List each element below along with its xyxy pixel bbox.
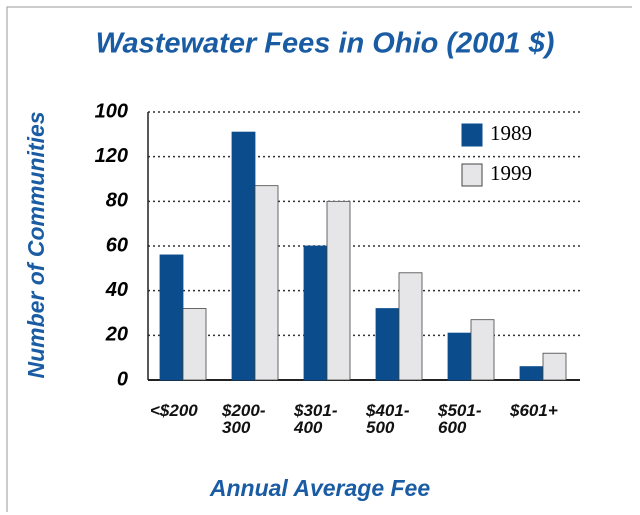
x-tick-label: $301- 400 [294, 401, 338, 437]
legend-swatch [461, 123, 483, 147]
y-tick-label: 80 [106, 190, 128, 212]
x-tick-label: $601+ [510, 401, 558, 420]
legend-label: 1999 [490, 161, 532, 185]
bar [182, 308, 207, 381]
bar [470, 319, 495, 381]
legend-swatch [461, 163, 483, 187]
bar [447, 332, 472, 381]
bar [375, 308, 400, 381]
x-tick-label: <$200 [150, 401, 198, 420]
bar [326, 200, 351, 381]
frame [6, 6, 632, 512]
bar [519, 366, 544, 381]
bar [231, 131, 256, 381]
x-tick-label: $401- 500 [366, 401, 410, 437]
legend-label: 1989 [490, 121, 532, 145]
bar [303, 245, 328, 381]
y-tick-label: 120 [95, 145, 128, 167]
chart-title: Wastewater Fees in Ohio (2001 $) [96, 28, 555, 60]
y-axis-label: Number of Communities [23, 111, 49, 378]
bar [254, 185, 279, 381]
x-tick-label: $501- 600 [438, 401, 482, 437]
x-axis-label: Annual Average Fee [209, 475, 430, 501]
bar [542, 352, 567, 381]
x-tick-label: $200- 300 [222, 401, 266, 437]
bar [398, 272, 423, 381]
y-tick-label: 20 [105, 324, 128, 346]
y-tick-label: 100 [95, 100, 128, 122]
y-tick-label: 0 [117, 368, 128, 390]
bar [159, 254, 184, 381]
y-tick-label: 60 [106, 234, 128, 256]
y-tick-label: 40 [105, 279, 128, 301]
